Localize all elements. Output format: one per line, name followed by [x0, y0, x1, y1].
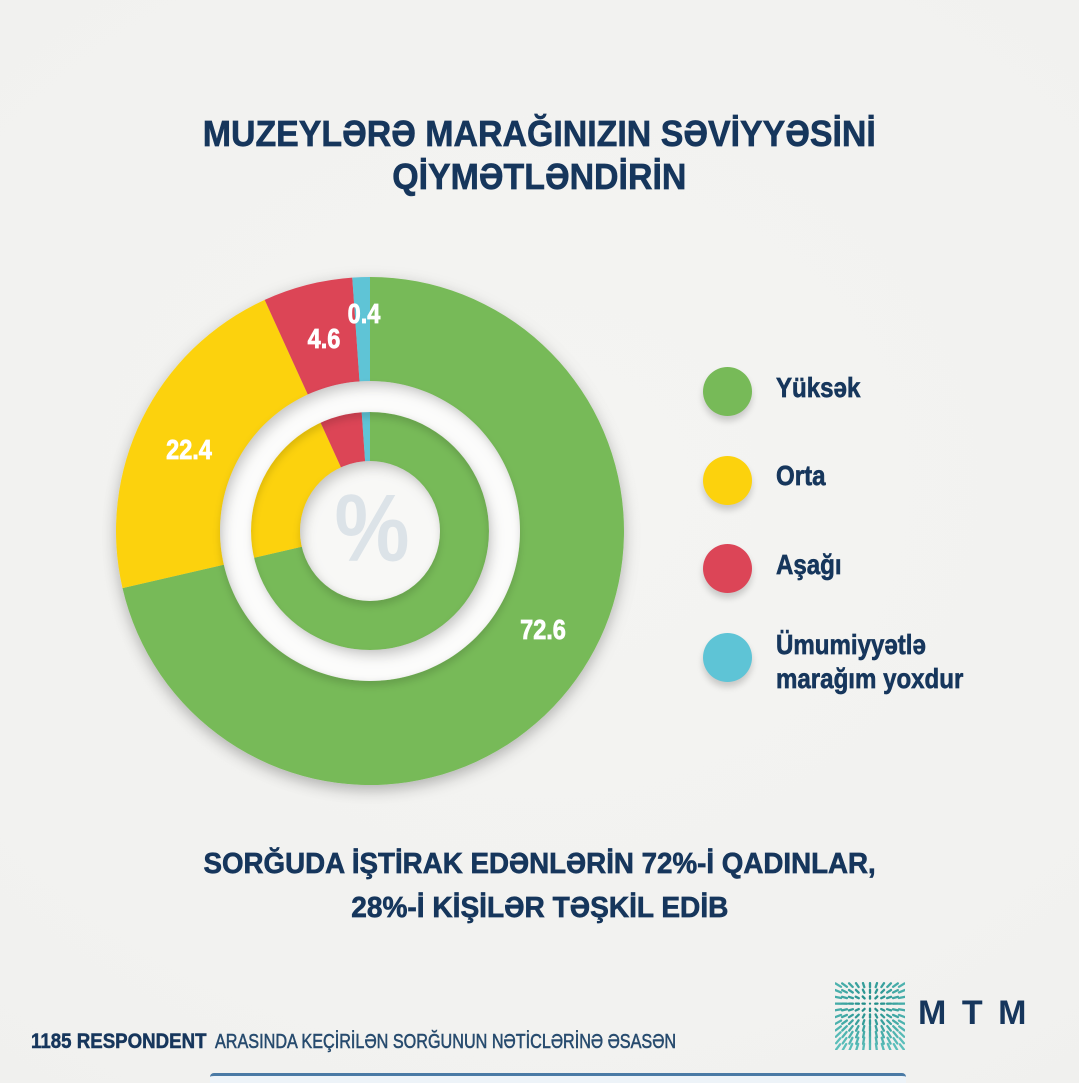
svg-text:%: %	[335, 475, 410, 582]
